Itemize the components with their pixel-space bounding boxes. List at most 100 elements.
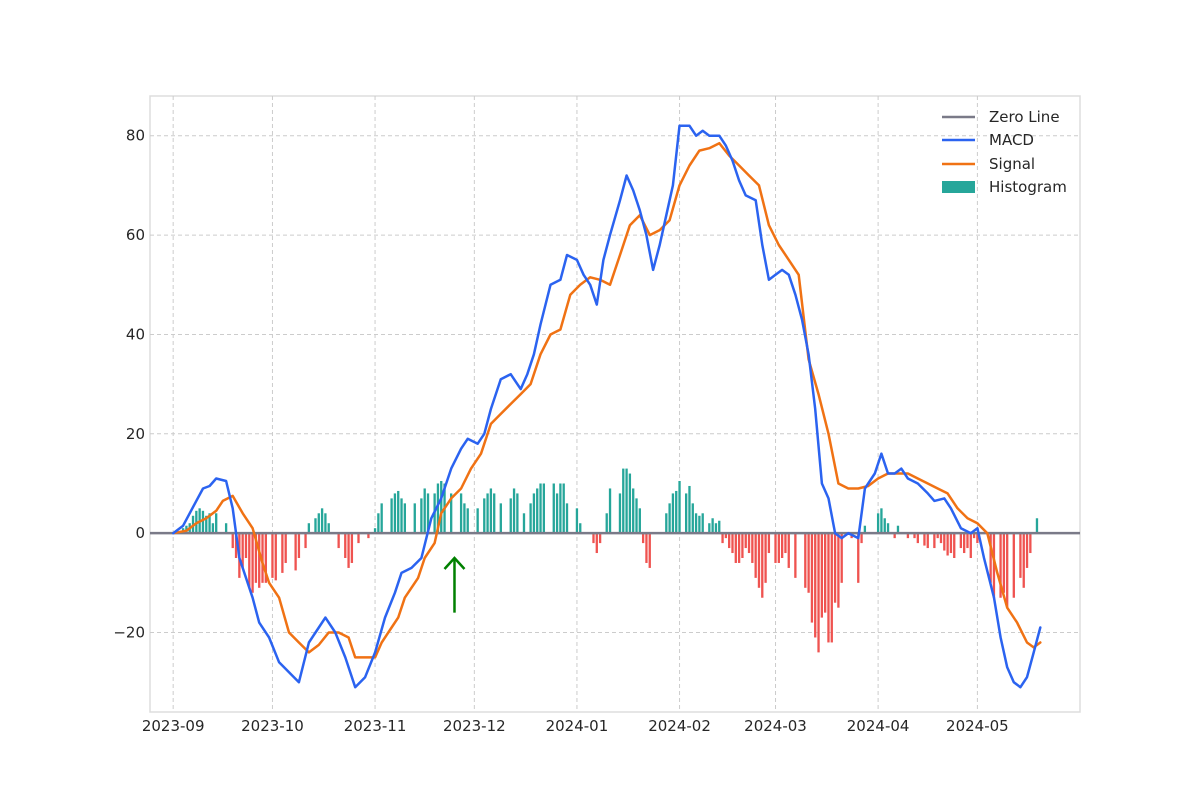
histogram-bar-negative — [1029, 533, 1032, 554]
histogram-bar-positive — [476, 508, 479, 534]
histogram-bar-negative — [241, 533, 244, 568]
y-tick-label: 40 — [126, 325, 145, 343]
histogram-bar-negative — [939, 533, 943, 544]
histogram-bar-negative — [943, 533, 946, 551]
histogram-bar-positive — [880, 508, 883, 534]
histogram-bar-negative — [804, 533, 807, 588]
histogram-bar-positive — [618, 493, 622, 534]
histogram-bar-positive — [463, 503, 466, 534]
histogram-bar-positive — [668, 503, 671, 534]
histogram-bar-positive — [714, 523, 718, 534]
histogram-bar-positive — [555, 493, 559, 534]
histogram-bar-positive — [466, 508, 469, 534]
histogram-bar-negative — [271, 533, 274, 578]
histogram-bar-positive — [628, 473, 632, 534]
histogram-bar-positive — [390, 498, 393, 534]
x-tick-label: 2024-02 — [648, 717, 711, 735]
histogram-bar-negative — [747, 533, 751, 554]
histogram-bar-negative — [1006, 533, 1009, 608]
histogram-bar-negative — [999, 533, 1002, 598]
histogram-bar-negative — [728, 533, 731, 549]
histogram-bar-positive — [509, 498, 512, 534]
macd-line — [171, 124, 1042, 689]
histogram-bar-negative — [969, 533, 972, 558]
histogram-bar-negative — [946, 533, 949, 556]
histogram-bar-negative — [966, 533, 969, 549]
histogram-bar-negative — [767, 533, 771, 554]
histogram-bar-negative — [592, 533, 595, 544]
histogram-bar-positive — [688, 485, 691, 534]
histogram-bar-negative — [284, 533, 287, 563]
histogram-bar-negative — [953, 533, 956, 558]
histogram-bar-negative — [916, 533, 919, 544]
histogram-bar-negative — [817, 533, 820, 653]
histogram-bar-positive — [512, 488, 516, 534]
histogram-bar-positive — [423, 488, 426, 534]
histogram-bar-positive — [635, 498, 638, 534]
histogram-bar-negative — [645, 533, 648, 563]
histogram-bar-positive — [205, 515, 208, 534]
histogram-bar-positive — [539, 483, 542, 534]
histogram-bar-negative — [641, 533, 645, 544]
histogram-bar-positive — [552, 483, 555, 534]
histogram-bar-negative — [1002, 533, 1006, 593]
histogram-bar-positive — [201, 510, 205, 534]
histogram-bar-negative — [992, 533, 996, 598]
histogram-bar-negative — [281, 533, 284, 573]
histogram-bar-negative — [1019, 533, 1022, 578]
histogram-bar-negative — [274, 533, 277, 581]
histogram-bar-positive — [440, 481, 443, 534]
histogram-bar-negative — [857, 533, 860, 583]
histogram-bar-negative — [787, 533, 790, 568]
histogram-bar-positive — [579, 523, 582, 534]
histogram-bar-negative — [807, 533, 810, 593]
histogram-bar-positive — [625, 468, 628, 534]
histogram-bar-negative — [254, 533, 258, 583]
histogram-bar-positive — [708, 523, 711, 534]
histogram-bar-negative — [244, 533, 248, 558]
histogram-bar-positive — [403, 503, 406, 534]
histogram-bar-positive — [536, 488, 539, 534]
histogram-bar-negative — [251, 533, 254, 593]
histogram-bar-positive — [420, 498, 423, 534]
histogram-bar-positive — [684, 493, 688, 534]
histogram-bar-negative — [648, 533, 651, 568]
y-tick-label: −20 — [113, 624, 145, 642]
histogram-bar-negative — [344, 533, 347, 558]
histogram-bar-negative — [893, 533, 896, 539]
histogram-bar-negative — [1022, 533, 1025, 588]
histogram-bar-positive — [529, 503, 532, 534]
histogram-bar-negative — [830, 533, 833, 643]
histogram-bar-negative — [261, 533, 264, 583]
histogram-bar-positive — [377, 513, 380, 534]
histogram-bar-negative — [860, 533, 863, 544]
histogram-bar-negative — [949, 533, 953, 554]
histogram-bar-positive — [711, 518, 714, 534]
histogram-bar-positive — [489, 488, 493, 534]
histogram-bar-positive — [215, 513, 218, 534]
histogram-bar-negative — [933, 533, 936, 549]
histogram-bar-positive — [413, 503, 416, 534]
histogram-bar-positive — [486, 493, 489, 534]
histogram-bar-negative — [248, 533, 251, 588]
histogram-bar-positive — [450, 493, 453, 534]
histogram-bar-positive — [436, 483, 440, 534]
histogram-bar-negative — [814, 533, 817, 638]
histogram-bar-positive — [562, 483, 565, 534]
histogram-bar-negative — [959, 533, 963, 549]
histogram-bar-positive — [208, 513, 211, 534]
histogram-bar-negative — [741, 533, 744, 558]
x-tick-label: 2023-10 — [241, 717, 304, 735]
histogram-bar-negative — [595, 533, 598, 554]
histogram-bar-positive — [701, 513, 704, 534]
histogram-bar-positive — [483, 498, 486, 534]
histogram-bar-negative — [774, 533, 777, 563]
histogram-bar-negative — [989, 533, 992, 583]
histogram-bar-positive — [883, 518, 886, 534]
legend-label-histogram: Histogram — [989, 178, 1067, 196]
histogram-bar-negative — [923, 533, 926, 546]
legend: Zero Line MACD Signal Histogram — [942, 108, 1067, 196]
histogram-bar-negative — [1012, 533, 1015, 598]
histogram-bar-negative — [598, 533, 602, 544]
